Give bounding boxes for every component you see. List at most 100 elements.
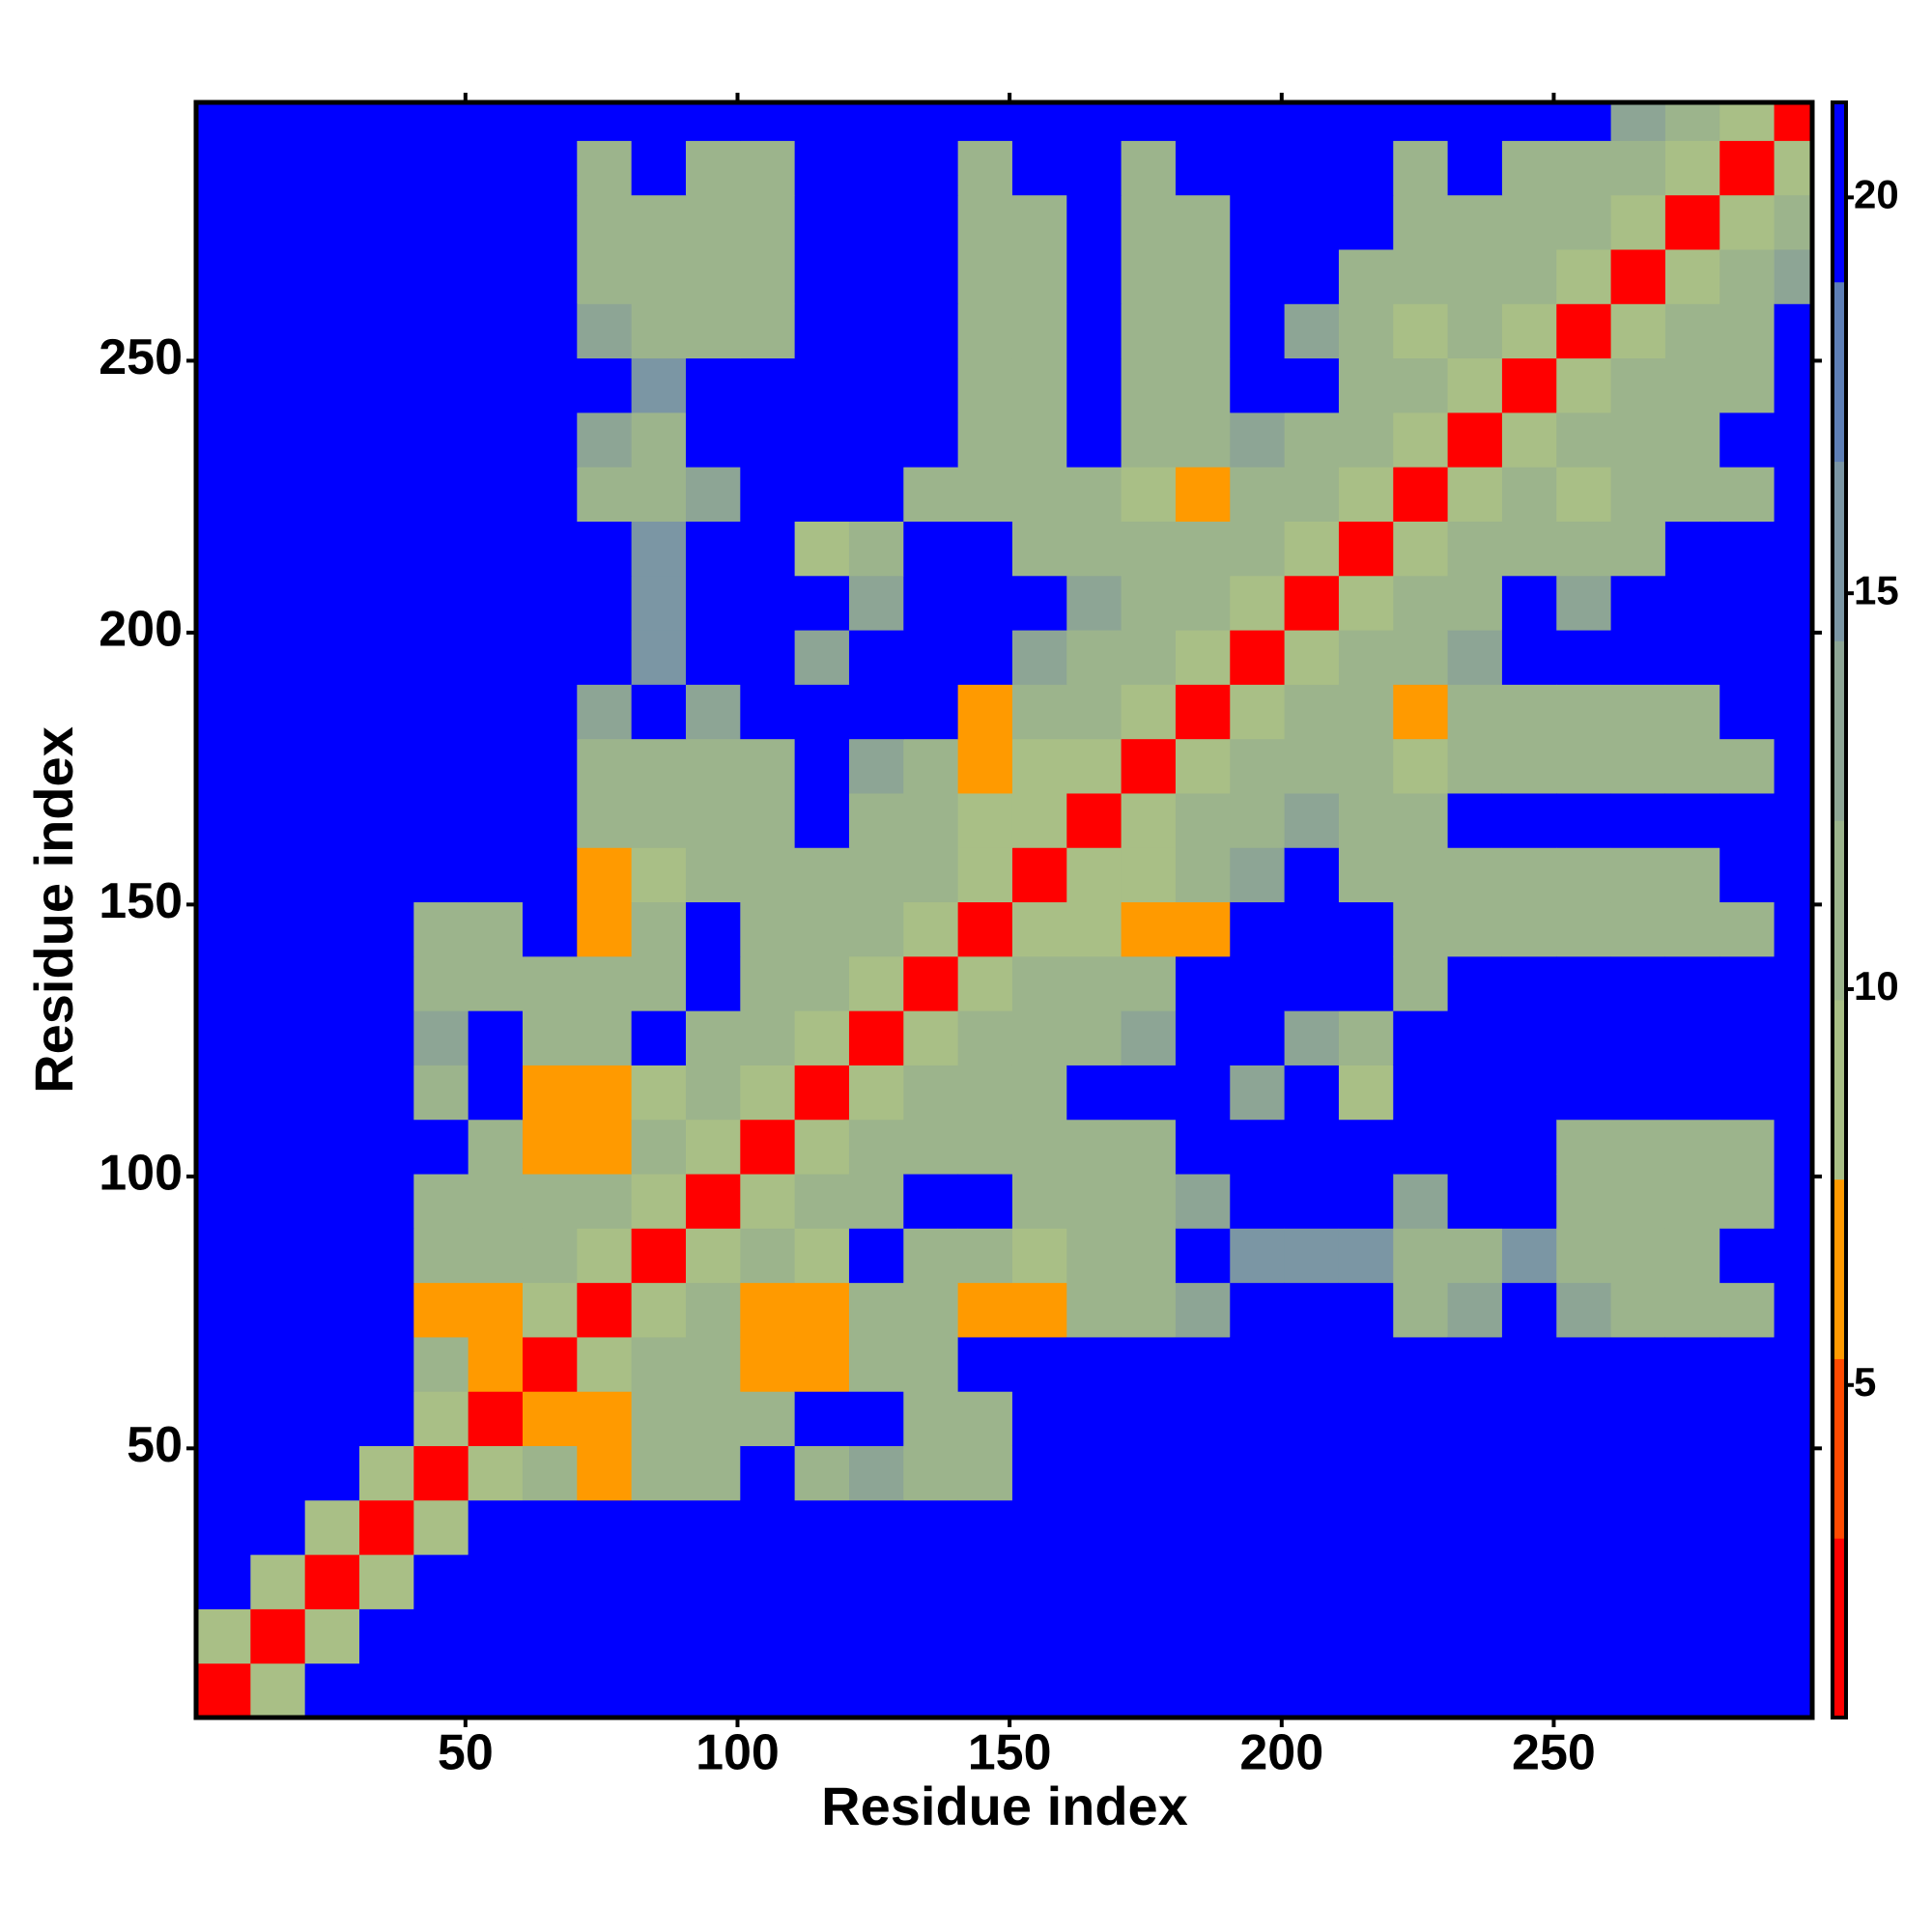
heatmap-cell [1610, 1228, 1666, 1284]
heatmap-cell [1556, 847, 1612, 903]
heatmap-cell [1338, 1336, 1394, 1392]
y-tick-label: 250 [99, 329, 183, 385]
heatmap-cell [250, 1010, 306, 1065]
heatmap-cell [1719, 1445, 1776, 1501]
heatmap-cell [250, 1391, 306, 1447]
heatmap-cell [740, 1391, 796, 1447]
heatmap-cell [794, 249, 850, 304]
heatmap-cell [196, 102, 251, 141]
heatmap-cell [631, 847, 687, 903]
heatmap-cell [1556, 901, 1612, 957]
heatmap-cell [1610, 1499, 1666, 1555]
heatmap-cell [358, 303, 414, 359]
heatmap-cell [1230, 792, 1286, 848]
heatmap-cell [1664, 792, 1720, 848]
heatmap-cell [1610, 1391, 1666, 1447]
heatmap-cell [1284, 140, 1340, 196]
heatmap-cell [1447, 249, 1503, 304]
heatmap-cell [468, 1391, 524, 1447]
heatmap-cell [1175, 303, 1231, 359]
heatmap-cell [1447, 357, 1503, 413]
heatmap-cell [1447, 630, 1503, 685]
heatmap-cell [304, 630, 360, 685]
heatmap-cell [1774, 1119, 1813, 1175]
heatmap-cell [848, 140, 904, 196]
heatmap-cell [740, 575, 796, 631]
heatmap-cell [1501, 1065, 1557, 1121]
heatmap-cell [631, 521, 687, 577]
heatmap-cell [196, 1336, 251, 1392]
heatmap-cell [1230, 1010, 1286, 1065]
heatmap-cell [1719, 357, 1776, 413]
heatmap-cell [522, 630, 578, 685]
heatmap-cell [1501, 1662, 1557, 1719]
heatmap-cell [1338, 412, 1394, 468]
heatmap-cell [794, 1119, 850, 1175]
heatmap-cell [1393, 1445, 1449, 1501]
heatmap-cell [1447, 1174, 1503, 1229]
heatmap-cell [1774, 792, 1813, 848]
heatmap-cell [1284, 412, 1340, 468]
heatmap-cell [1610, 1119, 1666, 1175]
heatmap-cell [794, 630, 850, 685]
heatmap-cell [1774, 249, 1813, 304]
heatmap-cell [631, 1119, 687, 1175]
heatmap-cell [957, 303, 1013, 359]
heatmap-cell [413, 249, 469, 304]
heatmap-cell [1338, 1499, 1394, 1555]
heatmap-cell [1284, 303, 1340, 359]
heatmap-cell [250, 575, 306, 631]
heatmap-cell [848, 357, 904, 413]
heatmap-cell [1230, 357, 1286, 413]
heatmap-cell [250, 1065, 306, 1121]
heatmap-cell [196, 1119, 251, 1175]
heatmap-cell [468, 792, 524, 848]
heatmap-cell [1338, 738, 1394, 794]
heatmap-cell [1230, 1662, 1286, 1719]
heatmap-cell [1501, 1119, 1557, 1175]
heatmap-cell [358, 1554, 414, 1609]
heatmap-cell [413, 1119, 469, 1175]
heatmap-cell [1175, 1065, 1231, 1121]
heatmap-cell [468, 901, 524, 957]
heatmap-cell [1610, 1065, 1666, 1121]
colorbar-tick-label: 5 [1854, 1359, 1876, 1405]
heatmap-cell [413, 684, 469, 740]
heatmap-cell [631, 630, 687, 685]
heatmap-cell [577, 249, 633, 304]
heatmap-cell [1066, 467, 1122, 522]
heatmap-cell [1066, 901, 1122, 957]
heatmap-cell [1447, 1336, 1503, 1392]
heatmap-cell [903, 1445, 959, 1501]
heatmap-cell [1556, 1608, 1612, 1664]
heatmap-cell [250, 102, 306, 141]
heatmap-cell [304, 412, 360, 468]
heatmap-cell [957, 1499, 1013, 1555]
heatmap-cell [304, 1228, 360, 1284]
x-tick-label: 50 [438, 1725, 494, 1781]
heatmap-cell [1447, 792, 1503, 848]
heatmap-cell [1175, 357, 1231, 413]
heatmap-cell [1774, 1662, 1813, 1719]
heatmap-cell [1175, 792, 1231, 848]
heatmap-cell [1774, 1554, 1813, 1609]
heatmap-cell [740, 847, 796, 903]
heatmap-cell [685, 1336, 741, 1392]
heatmap-cell [304, 847, 360, 903]
heatmap-cell [848, 1445, 904, 1501]
heatmap-cell [740, 303, 796, 359]
heatmap-cell [903, 1174, 959, 1229]
heatmap-cell [577, 1336, 633, 1392]
heatmap-cell [1393, 1065, 1449, 1121]
heatmap-cell [1447, 738, 1503, 794]
heatmap-cell [1719, 303, 1776, 359]
heatmap-cell [577, 1499, 633, 1555]
heatmap-cell [1774, 1282, 1813, 1338]
heatmap-cell [1664, 738, 1720, 794]
heatmap-cell [1175, 1228, 1231, 1284]
heatmap-cell [250, 467, 306, 522]
heatmap-cell [1175, 1554, 1231, 1609]
heatmap-cell [468, 249, 524, 304]
heatmap-cell [1719, 955, 1776, 1011]
heatmap-cell [1011, 684, 1067, 740]
